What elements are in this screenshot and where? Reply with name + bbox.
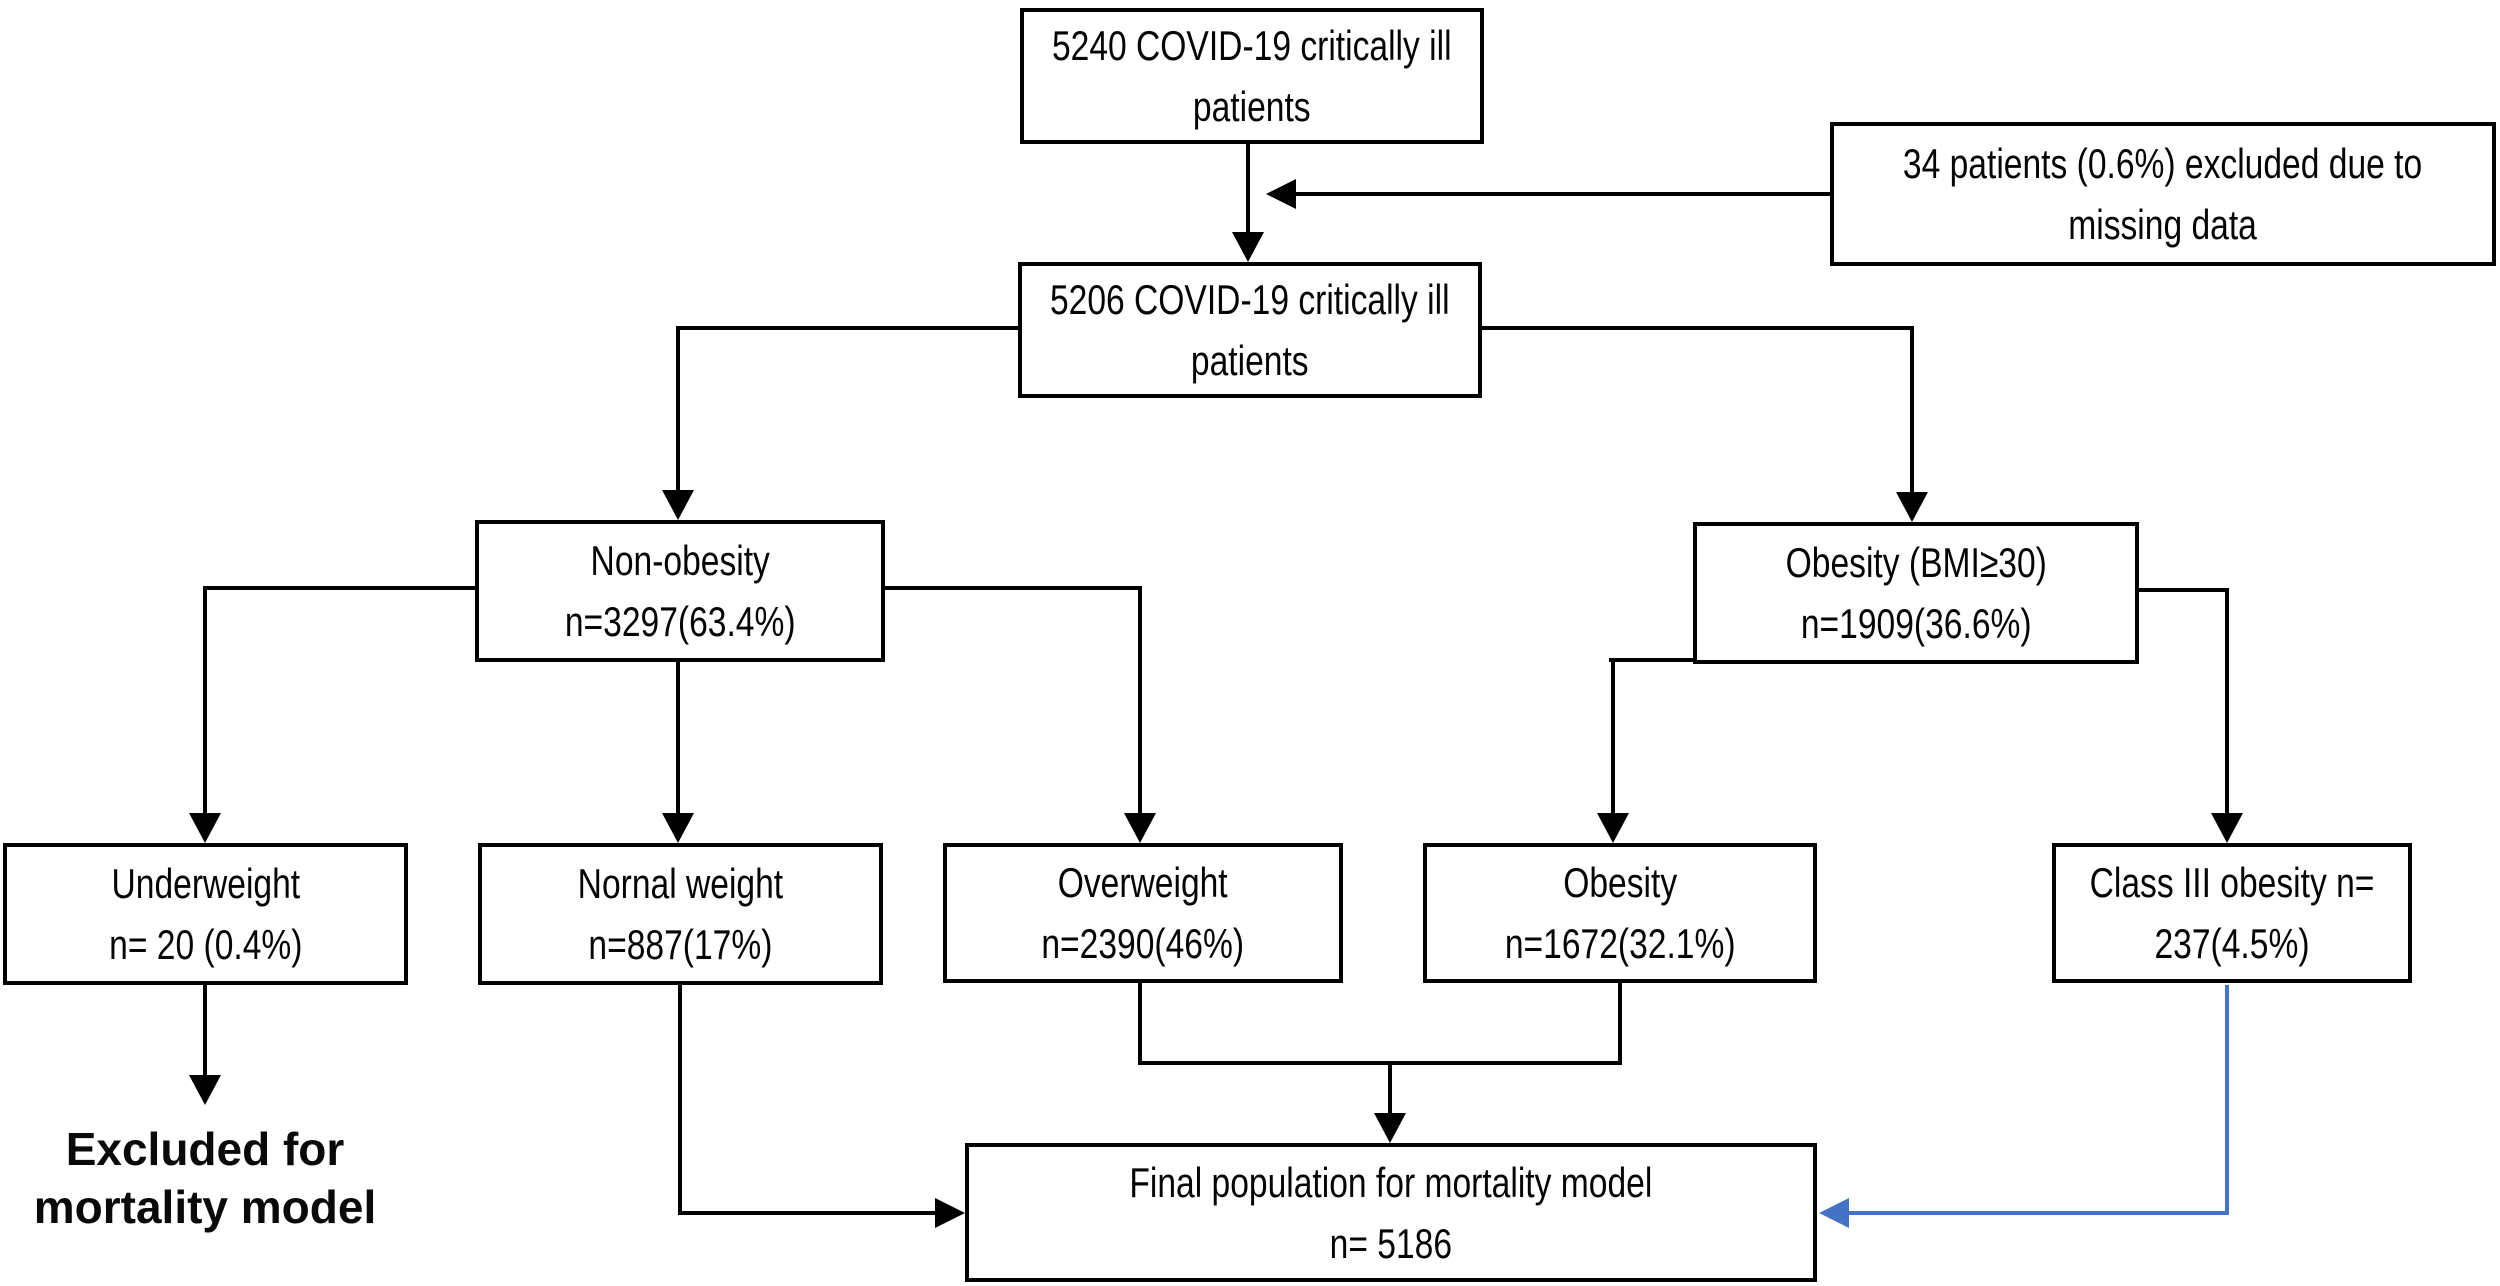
node-obesity-class: Obesity n=1672(32.1%)	[1423, 843, 1817, 983]
node-normal-weight-text: Nornal weight n=887(17%)	[577, 860, 784, 968]
connector-excluded-missing	[1294, 192, 1830, 196]
arrowhead-into-final-top	[1374, 1113, 1406, 1143]
connector-nonobesity-to-overweight-v	[1138, 586, 1142, 817]
arrowhead-excluded-missing	[1266, 179, 1296, 209]
node-non-obesity: Non-obesity n=3297(63.4%)	[475, 520, 885, 662]
connector-analyzed-to-obesity-h	[1480, 326, 1914, 330]
arrowhead-into-underweight	[189, 813, 221, 843]
arrowhead-into-normal	[662, 813, 694, 843]
arrowhead-into-overweight	[1124, 813, 1156, 843]
node-normal-weight: Nornal weight n=887(17%)	[478, 843, 883, 985]
label-excluded-mortality-model: Excluded for mortality model	[33, 1123, 377, 1233]
connector-merge-stem	[1388, 1061, 1392, 1116]
node-analyzed-patients-text: 5206 COVID-19 critically ill patients	[1050, 276, 1450, 384]
node-obesity-bmi30-text: Obesity (BMI≥30) n=1909(36.6%)	[1785, 539, 2047, 647]
connector-nonobesity-to-normal	[676, 660, 680, 817]
connector-underweight-to-excluded	[203, 983, 207, 1078]
connector-obesityclass-down	[1618, 981, 1622, 1065]
node-final-population: Final population for mortality model n= …	[965, 1143, 1817, 1282]
connector-class3-to-final-v	[2225, 985, 2229, 1215]
connector-merge-horizontal	[1138, 1061, 1622, 1065]
connector-normal-to-final-h	[678, 1211, 938, 1215]
connector-normal-to-final-v	[678, 985, 682, 1215]
connector-nonobesity-to-overweight-h	[883, 586, 1142, 590]
node-class-iii-obesity: Class III obesity n= 237(4.5%)	[2052, 843, 2412, 983]
node-total-patients-text: 5240 COVID-19 critically ill patients	[1052, 22, 1452, 130]
connector-analyzed-to-nonobesity-v	[676, 326, 680, 494]
connector-obesity-to-obesityclass-v	[1611, 658, 1615, 817]
arrowhead-into-final-right-blue	[1819, 1198, 1849, 1228]
connector-nonobesity-to-underweight-h	[203, 586, 477, 590]
connector-class3-to-final-h	[1847, 1211, 2229, 1215]
arrowhead-into-obesity-bmi30	[1896, 492, 1928, 522]
node-obesity-bmi30: Obesity (BMI≥30) n=1909(36.6%)	[1693, 522, 2139, 664]
node-obesity-class-text: Obesity n=1672(32.1%)	[1504, 859, 1736, 967]
arrowhead-into-analyzed	[1232, 232, 1264, 262]
node-total-patients: 5240 COVID-19 critically ill patients	[1020, 8, 1484, 144]
connector-obesity-to-obesityclass-h	[1609, 658, 1697, 662]
node-non-obesity-text: Non-obesity n=3297(63.4%)	[564, 537, 796, 645]
connector-obesity-to-class3-h	[2137, 588, 2229, 592]
arrowhead-into-obesityclass	[1597, 813, 1629, 843]
node-underweight: Underweight n= 20 (0.4%)	[3, 843, 408, 985]
connector-total-to-analyzed	[1246, 144, 1250, 236]
connector-overweight-down	[1138, 981, 1142, 1065]
node-underweight-text: Underweight n= 20 (0.4%)	[108, 860, 303, 968]
node-overweight-text: Overweight n=2390(46%)	[1041, 859, 1245, 967]
connector-analyzed-to-obesity-v	[1910, 326, 1914, 496]
connector-obesity-to-class3-v	[2225, 588, 2229, 817]
arrowhead-into-final-left	[935, 1198, 965, 1228]
node-analyzed-patients: 5206 COVID-19 critically ill patients	[1018, 262, 1482, 398]
node-final-population-text: Final population for mortality model n= …	[1129, 1158, 1653, 1267]
node-excluded-missing-data-text: 34 patients (0.6%) excluded due to missi…	[1903, 140, 2423, 248]
node-class-iii-obesity-text: Class III obesity n= 237(4.5%)	[2089, 859, 2375, 967]
arrowhead-into-excluded-label	[189, 1075, 221, 1105]
connector-nonobesity-to-underweight-v	[203, 586, 207, 817]
node-excluded-missing-data: 34 patients (0.6%) excluded due to missi…	[1830, 122, 2496, 266]
arrowhead-into-class3	[2211, 813, 2243, 843]
connector-analyzed-to-nonobesity-h	[676, 326, 1020, 330]
node-overweight: Overweight n=2390(46%)	[943, 843, 1343, 983]
arrowhead-into-nonobesity	[662, 490, 694, 520]
